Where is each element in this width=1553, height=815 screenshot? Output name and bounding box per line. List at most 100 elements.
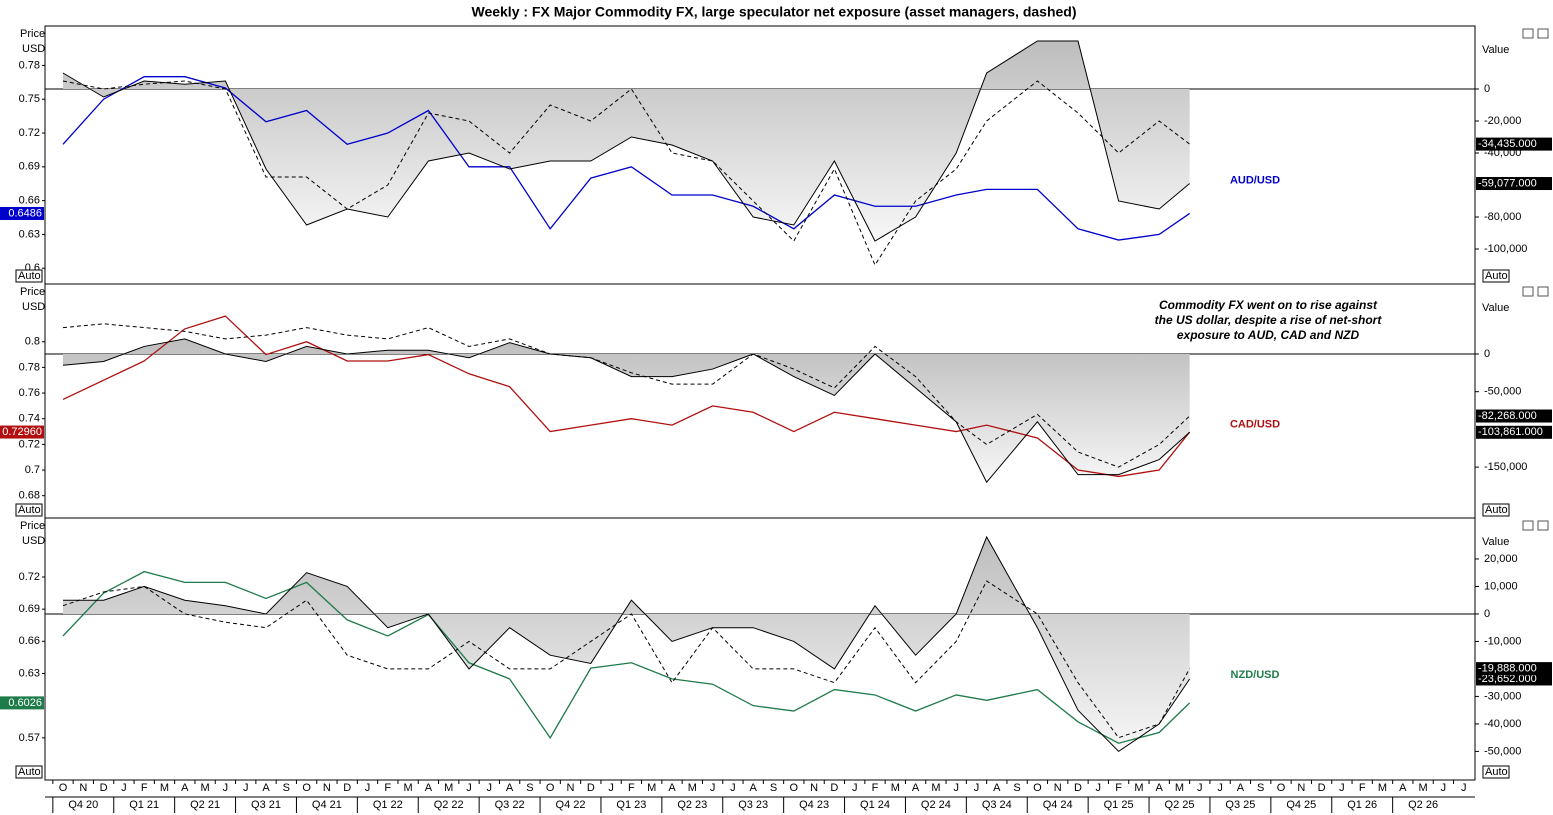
quarter-label: Q3 25	[1225, 799, 1255, 811]
quarter-label: Q2 26	[1408, 799, 1438, 811]
month-label: O	[1033, 782, 1042, 794]
month-label: M	[1419, 782, 1428, 794]
quarter-label: Q1 23	[616, 799, 646, 811]
price-label: 0.6026	[8, 697, 42, 709]
window-icon	[1522, 28, 1534, 39]
pair-label: NZD/USD	[1231, 669, 1280, 681]
auto-label: Auto	[18, 766, 41, 778]
month-label: A	[506, 782, 514, 794]
price-label-box	[0, 206, 44, 220]
month-label: N	[810, 782, 818, 794]
auto-box	[1482, 503, 1510, 517]
month-label: M	[160, 782, 169, 794]
y-tick-label: 0.74	[19, 413, 40, 425]
auto-box	[1482, 765, 1510, 779]
price-label: 0.6486	[8, 207, 42, 219]
month-label: M	[201, 782, 210, 794]
month-label: J	[223, 782, 229, 794]
month-label: O	[1277, 782, 1286, 794]
y2-tick-label: -150,000	[1484, 461, 1527, 473]
month-label: D	[1074, 782, 1082, 794]
window-icon	[1522, 286, 1534, 297]
month-label: M	[404, 782, 413, 794]
month-label: F	[384, 782, 391, 794]
month-label: O	[790, 782, 799, 794]
month-label: A	[1156, 782, 1164, 794]
y2-tick-label: -10,000	[1484, 635, 1521, 647]
quarter-label: Q2 24	[921, 799, 951, 811]
month-label: D	[830, 782, 838, 794]
month-label: D	[343, 782, 351, 794]
y-tick-label: 0.66	[19, 195, 40, 207]
month-label: F	[628, 782, 635, 794]
month-label: A	[262, 782, 270, 794]
month-label: M	[647, 782, 656, 794]
annotation: exposure to AUD, CAD and NZD	[1177, 328, 1360, 342]
annotation: the US dollar, despite a rise of net-sho…	[1155, 313, 1383, 327]
month-label: A	[993, 782, 1001, 794]
price-label-box	[0, 425, 44, 439]
auto-label: Auto	[1485, 504, 1508, 516]
quarter-label: Q2 22	[434, 799, 464, 811]
y2-tick-label: -40,000	[1484, 718, 1521, 730]
value-label: -103,861.000	[1478, 426, 1543, 438]
y-tick-label: 0.72	[19, 438, 40, 450]
month-label: S	[526, 782, 533, 794]
pair-label: CAD/USD	[1230, 418, 1280, 430]
quarter-label: Q3 22	[495, 799, 525, 811]
month-label: J	[121, 782, 127, 794]
y-axis-unit: USD	[22, 301, 45, 313]
month-label: J	[487, 782, 493, 794]
value-label: -82,268.000	[1478, 410, 1537, 422]
auto-box	[15, 765, 43, 779]
window-icon	[1522, 520, 1534, 531]
exposure-line	[62, 580, 1191, 739]
value-label-box	[1476, 672, 1552, 686]
month-label: D	[1318, 782, 1326, 794]
price-label-box	[0, 696, 44, 710]
month-label: N	[1297, 782, 1305, 794]
value-label: -59,077.000	[1478, 177, 1537, 189]
quarter-label: Q2 21	[190, 799, 220, 811]
month-label: F	[1359, 782, 1366, 794]
auto-label: Auto	[1485, 270, 1508, 282]
quarter-label: Q4 22	[556, 799, 586, 811]
auto-label: Auto	[18, 504, 41, 516]
month-label: F	[872, 782, 879, 794]
y2-tick-label: 10,000	[1484, 580, 1518, 592]
month-label: J	[1197, 782, 1203, 794]
month-label: M	[891, 782, 900, 794]
auto-label: Auto	[1485, 766, 1508, 778]
quarter-label: Q1 21	[129, 799, 159, 811]
y-tick-label: 0.66	[19, 635, 40, 647]
quarter-label: Q3 21	[251, 799, 281, 811]
exposure-area	[63, 338, 1190, 483]
y2-tick-label: 0	[1484, 348, 1490, 360]
month-label: J	[1441, 782, 1447, 794]
month-label: J	[466, 782, 472, 794]
value-label-box	[1476, 137, 1552, 151]
exposure-line	[62, 80, 1190, 267]
exposure-line	[62, 40, 1190, 242]
y2-axis-label: Value	[1482, 536, 1509, 548]
y-axis-label: Price	[20, 520, 45, 532]
y-tick-label: 0.76	[19, 387, 40, 399]
exposure-line	[62, 338, 1190, 484]
value-label-box	[1476, 409, 1552, 423]
quarter-label: Q4 23	[799, 799, 829, 811]
y2-tick-label: 0	[1484, 83, 1490, 95]
month-label: J	[608, 782, 614, 794]
month-label: D	[587, 782, 595, 794]
month-label: A	[181, 782, 189, 794]
month-label: A	[1237, 782, 1245, 794]
month-label: J	[852, 782, 858, 794]
y2-tick-label: -50,000	[1484, 386, 1521, 398]
y-axis-unit: USD	[22, 535, 45, 547]
month-label: J	[1461, 782, 1467, 794]
y-tick-label: 0.78	[19, 59, 40, 71]
month-label: S	[283, 782, 290, 794]
y-axis-unit: USD	[22, 43, 45, 55]
exposure-line	[62, 323, 1190, 468]
month-label: A	[750, 782, 758, 794]
window-icon	[1537, 520, 1549, 531]
